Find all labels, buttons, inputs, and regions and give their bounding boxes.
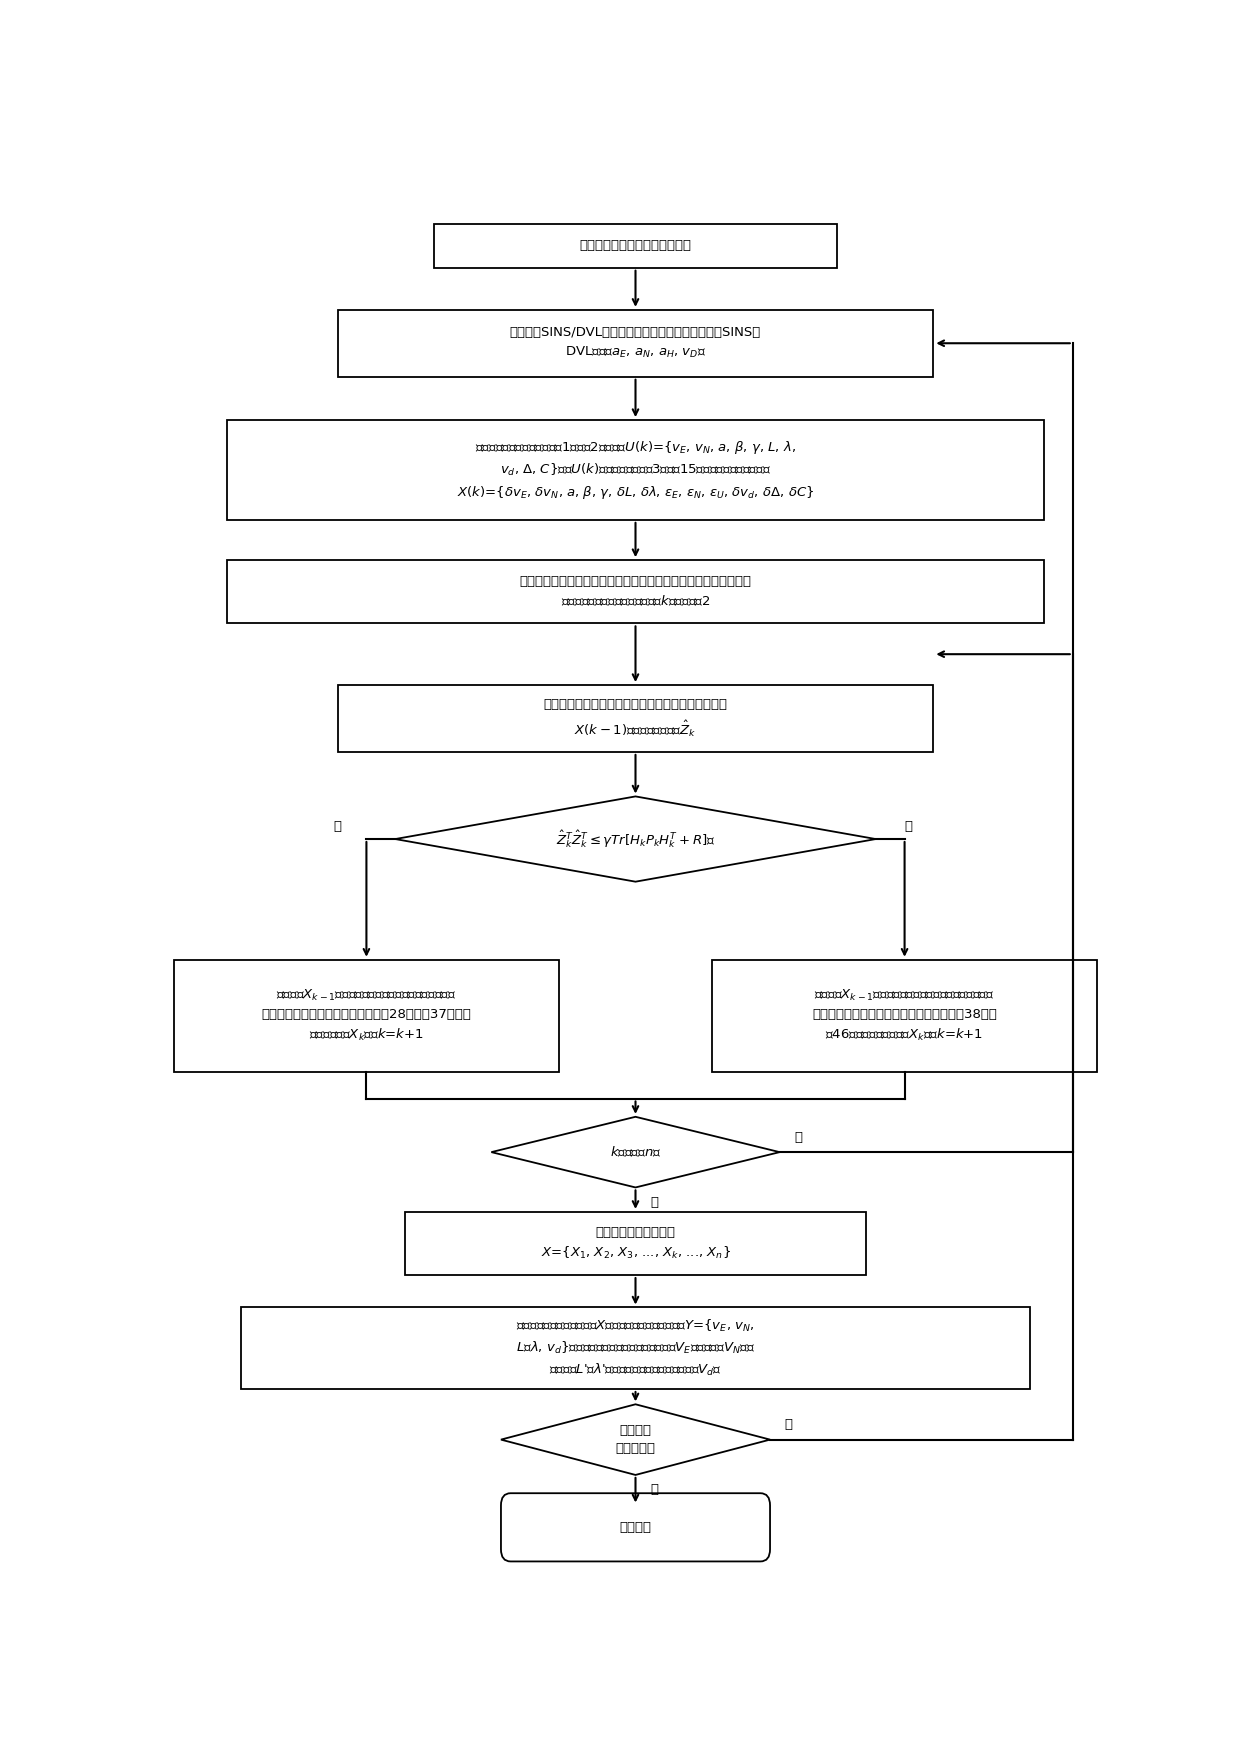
FancyBboxPatch shape <box>434 224 837 268</box>
Text: 否: 否 <box>785 1418 792 1432</box>
Text: 系统接收SINS/DVL组合定位系统的传感器信息，获得SINS和
DVL的信息$a_E$, $a_N$, $a_H$, $v_D$等: 系统接收SINS/DVL组合定位系统的传感器信息，获得SINS和 DVL的信息$… <box>510 326 761 360</box>
FancyBboxPatch shape <box>501 1492 770 1561</box>
FancyBboxPatch shape <box>174 960 559 1073</box>
Text: 定位任务
是否完成？: 定位任务 是否完成？ <box>615 1424 656 1455</box>
FancyBboxPatch shape <box>404 1212 866 1275</box>
Text: $k$是否等于$n$？: $k$是否等于$n$？ <box>610 1145 661 1159</box>
FancyBboxPatch shape <box>242 1307 1029 1388</box>
FancyBboxPatch shape <box>337 310 934 377</box>
FancyBboxPatch shape <box>713 960 1097 1073</box>
FancyBboxPatch shape <box>227 420 1044 520</box>
Text: 否: 否 <box>794 1131 802 1145</box>
Text: 是: 是 <box>650 1196 658 1208</box>
Text: 否: 否 <box>905 820 913 833</box>
Text: 将得到的系统状态变量序列$X$与捷联惯导系统的观测序列$Y$={$v_E$, $v_N$,
$L$，$\lambda$, $v_d$}进行整合，得到矫正后的航行: 将得到的系统状态变量序列$X$与捷联惯导系统的观测序列$Y$={$v_E$, $… <box>516 1318 755 1378</box>
Polygon shape <box>501 1404 770 1475</box>
Text: 是: 是 <box>334 820 341 833</box>
Text: 将上步中$X_{k-1}$和相关参数带入增益补偿改进自适应算法
的系统方程中将对应值带入到公式（28）～（37）中，
计算出相应的$X_k$，令$k$=$k$+: 将上步中$X_{k-1}$和相关参数带入增益补偿改进自适应算法 的系统方程中将对… <box>262 988 471 1043</box>
Text: 定位结束: 定位结束 <box>620 1521 651 1535</box>
Text: 建立系统误差模型，初始化环境: 建立系统误差模型，初始化环境 <box>579 240 692 252</box>
Text: 得到系统状态变量序列
$X$={$X_1$, $X_2$, $X_3$, ..., $X_k$, ..., $X_n$}: 得到系统状态变量序列 $X$={$X_1$, $X_2$, $X_3$, ...… <box>541 1226 730 1261</box>
FancyBboxPatch shape <box>337 684 934 751</box>
Text: 建立基于增益补偿改进自适应卡尔曼滤波算法的系统模型，建立系
统时间更新方程和状态更新方程，$k$值初始化为2: 建立基于增益补偿改进自适应卡尔曼滤波算法的系统模型，建立系 统时间更新方程和状态… <box>520 575 751 609</box>
Polygon shape <box>396 796 875 882</box>
Polygon shape <box>491 1117 780 1187</box>
Text: 结合系统时间更新方程和状态更新方程，以及状态值
$X(k-1)$，得到量测值误差$\hat{Z}_k$: 结合系统时间更新方程和状态更新方程，以及状态值 $X(k-1)$，得到量测值误差… <box>543 699 728 739</box>
Text: 是: 是 <box>650 1484 658 1496</box>
FancyBboxPatch shape <box>227 561 1044 623</box>
Text: 将上步得到的信息带入公式（1）、（2）中得到$U(k)$={$v_E$, $v_N$, $a$, $\beta$, $\gamma$, $L$, $\lambd: 将上步得到的信息带入公式（1）、（2）中得到$U(k)$={$v_E$, $v_… <box>456 439 815 501</box>
Text: $\hat{Z}^T_k\hat{Z}^T_k\leq\gamma Tr[H_kP_kH^T_k+R]$？: $\hat{Z}^T_k\hat{Z}^T_k\leq\gamma Tr[H_k… <box>556 829 715 850</box>
Text: 将上步中$X_{k-1}$和相关参数带入增益补偿改进强跟踪卡尔
曼算法的系统方程中将对应值带入到公式（38）～
（46）中，计算出相应的$X_k$，令$k$=$: 将上步中$X_{k-1}$和相关参数带入增益补偿改进强跟踪卡尔 曼算法的系统方程… <box>812 988 997 1043</box>
